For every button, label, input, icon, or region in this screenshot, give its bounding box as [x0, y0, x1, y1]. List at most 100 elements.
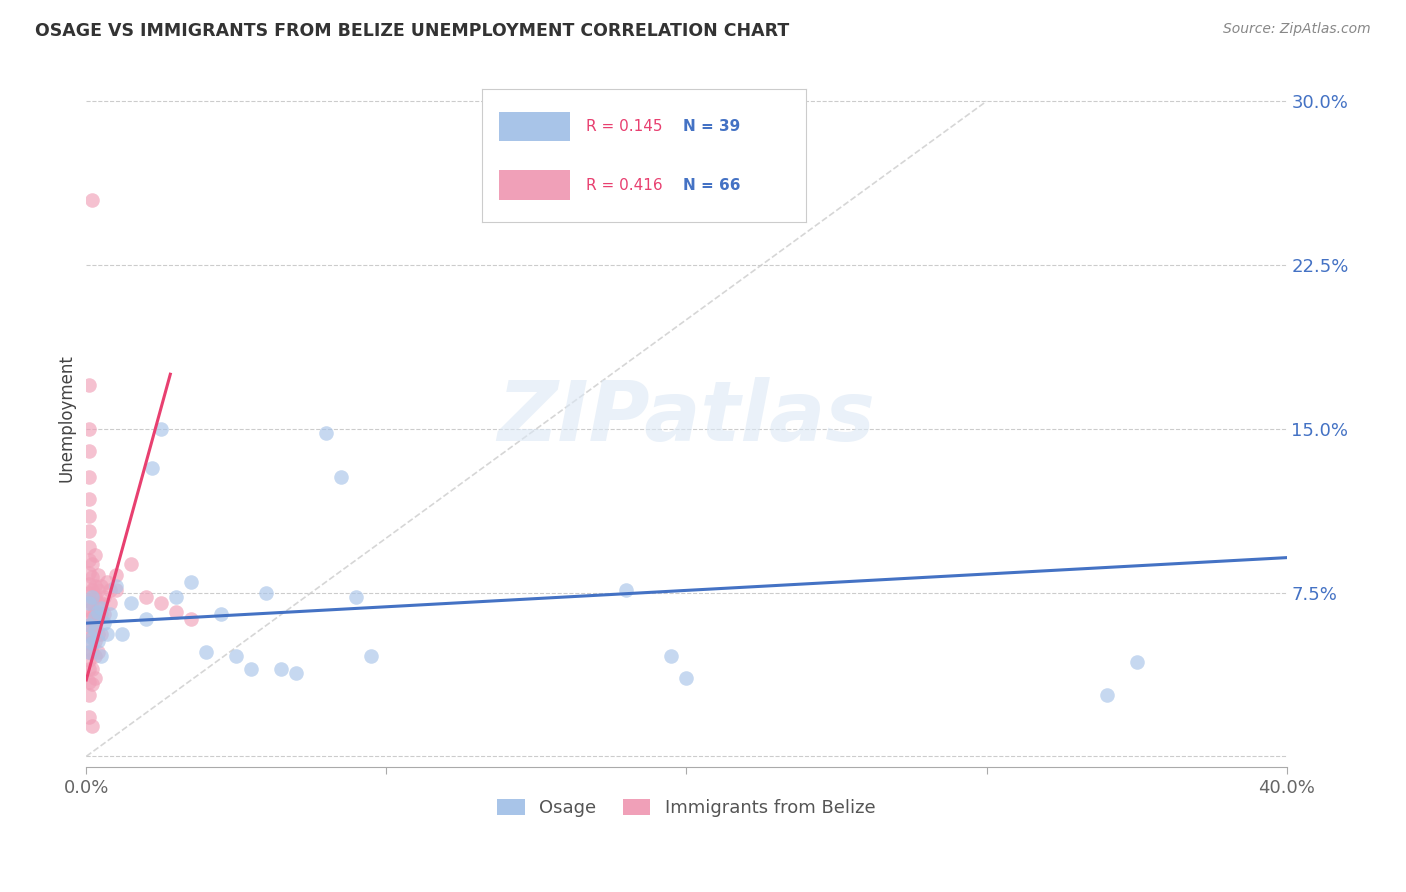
- Point: [82, 557, 104, 571]
- Point: [82, 597, 104, 611]
- Point: [87, 612, 110, 626]
- Text: ZIPatlas: ZIPatlas: [498, 377, 876, 458]
- Point: [79, 422, 101, 436]
- Point: [661, 648, 683, 663]
- Point: [79, 612, 101, 626]
- Point: [675, 671, 697, 685]
- Point: [84, 623, 107, 637]
- Point: [79, 627, 101, 641]
- Point: [98, 583, 121, 598]
- Point: [82, 662, 104, 676]
- Point: [87, 597, 110, 611]
- Point: [79, 618, 101, 632]
- Point: [79, 524, 101, 539]
- Point: [180, 574, 202, 589]
- Point: [150, 422, 173, 436]
- Point: [79, 710, 101, 724]
- Point: [105, 579, 128, 593]
- Point: [120, 557, 142, 571]
- Point: [93, 616, 115, 631]
- Point: [84, 590, 107, 604]
- Point: [93, 590, 115, 604]
- Point: [79, 443, 101, 458]
- Point: [111, 627, 134, 641]
- Point: [87, 568, 110, 582]
- Point: [79, 540, 101, 554]
- Point: [84, 671, 107, 685]
- Point: [87, 627, 110, 641]
- Point: [79, 594, 101, 608]
- Point: [135, 612, 157, 626]
- Point: [84, 549, 107, 563]
- Point: [141, 461, 163, 475]
- Point: [82, 570, 104, 584]
- Point: [87, 633, 110, 648]
- Point: [1125, 656, 1147, 670]
- Point: [180, 612, 202, 626]
- Point: [240, 662, 263, 676]
- Point: [330, 470, 353, 484]
- Point: [82, 644, 104, 658]
- Point: [315, 426, 337, 441]
- Point: [87, 583, 110, 598]
- Point: [79, 585, 101, 599]
- Point: [84, 648, 107, 663]
- Point: [96, 574, 118, 589]
- Point: [82, 583, 104, 598]
- Point: [82, 590, 104, 604]
- Point: [79, 653, 101, 667]
- Point: [150, 597, 173, 611]
- Point: [90, 627, 112, 641]
- Point: [254, 585, 277, 599]
- Point: [90, 579, 112, 593]
- Point: [82, 636, 104, 650]
- Point: [79, 553, 101, 567]
- Point: [79, 662, 101, 676]
- Point: [82, 677, 104, 691]
- Point: [87, 644, 110, 658]
- Point: [84, 609, 107, 624]
- Point: [195, 644, 218, 658]
- Point: [82, 629, 104, 643]
- Point: [79, 509, 101, 524]
- Legend: Osage, Immigrants from Belize: Osage, Immigrants from Belize: [491, 792, 883, 824]
- Point: [79, 470, 101, 484]
- Point: [90, 648, 112, 663]
- Point: [82, 719, 104, 733]
- Point: [84, 633, 107, 648]
- Point: [1095, 688, 1118, 702]
- Point: [135, 590, 157, 604]
- Point: [120, 597, 142, 611]
- Point: [79, 636, 101, 650]
- Point: [79, 491, 101, 506]
- Point: [98, 607, 121, 622]
- Point: [165, 590, 187, 604]
- Point: [84, 605, 107, 619]
- Point: [225, 648, 247, 663]
- Point: [84, 579, 107, 593]
- Point: [285, 666, 308, 681]
- Point: [79, 688, 101, 702]
- Point: [79, 644, 101, 658]
- Text: Source: ZipAtlas.com: Source: ZipAtlas.com: [1223, 22, 1371, 37]
- Point: [270, 662, 292, 676]
- Point: [209, 607, 232, 622]
- Point: [79, 675, 101, 690]
- Y-axis label: Unemployment: Unemployment: [58, 354, 75, 482]
- Point: [616, 583, 638, 598]
- Point: [90, 597, 112, 611]
- Point: [96, 627, 118, 641]
- Point: [79, 618, 101, 632]
- Point: [82, 193, 104, 207]
- Point: [82, 607, 104, 622]
- Point: [90, 607, 112, 622]
- Point: [344, 590, 367, 604]
- Point: [87, 605, 110, 619]
- Point: [93, 607, 115, 622]
- Point: [79, 597, 101, 611]
- Point: [84, 618, 107, 632]
- Point: [90, 600, 112, 615]
- Point: [98, 597, 121, 611]
- Point: [165, 605, 187, 619]
- Point: [79, 577, 101, 591]
